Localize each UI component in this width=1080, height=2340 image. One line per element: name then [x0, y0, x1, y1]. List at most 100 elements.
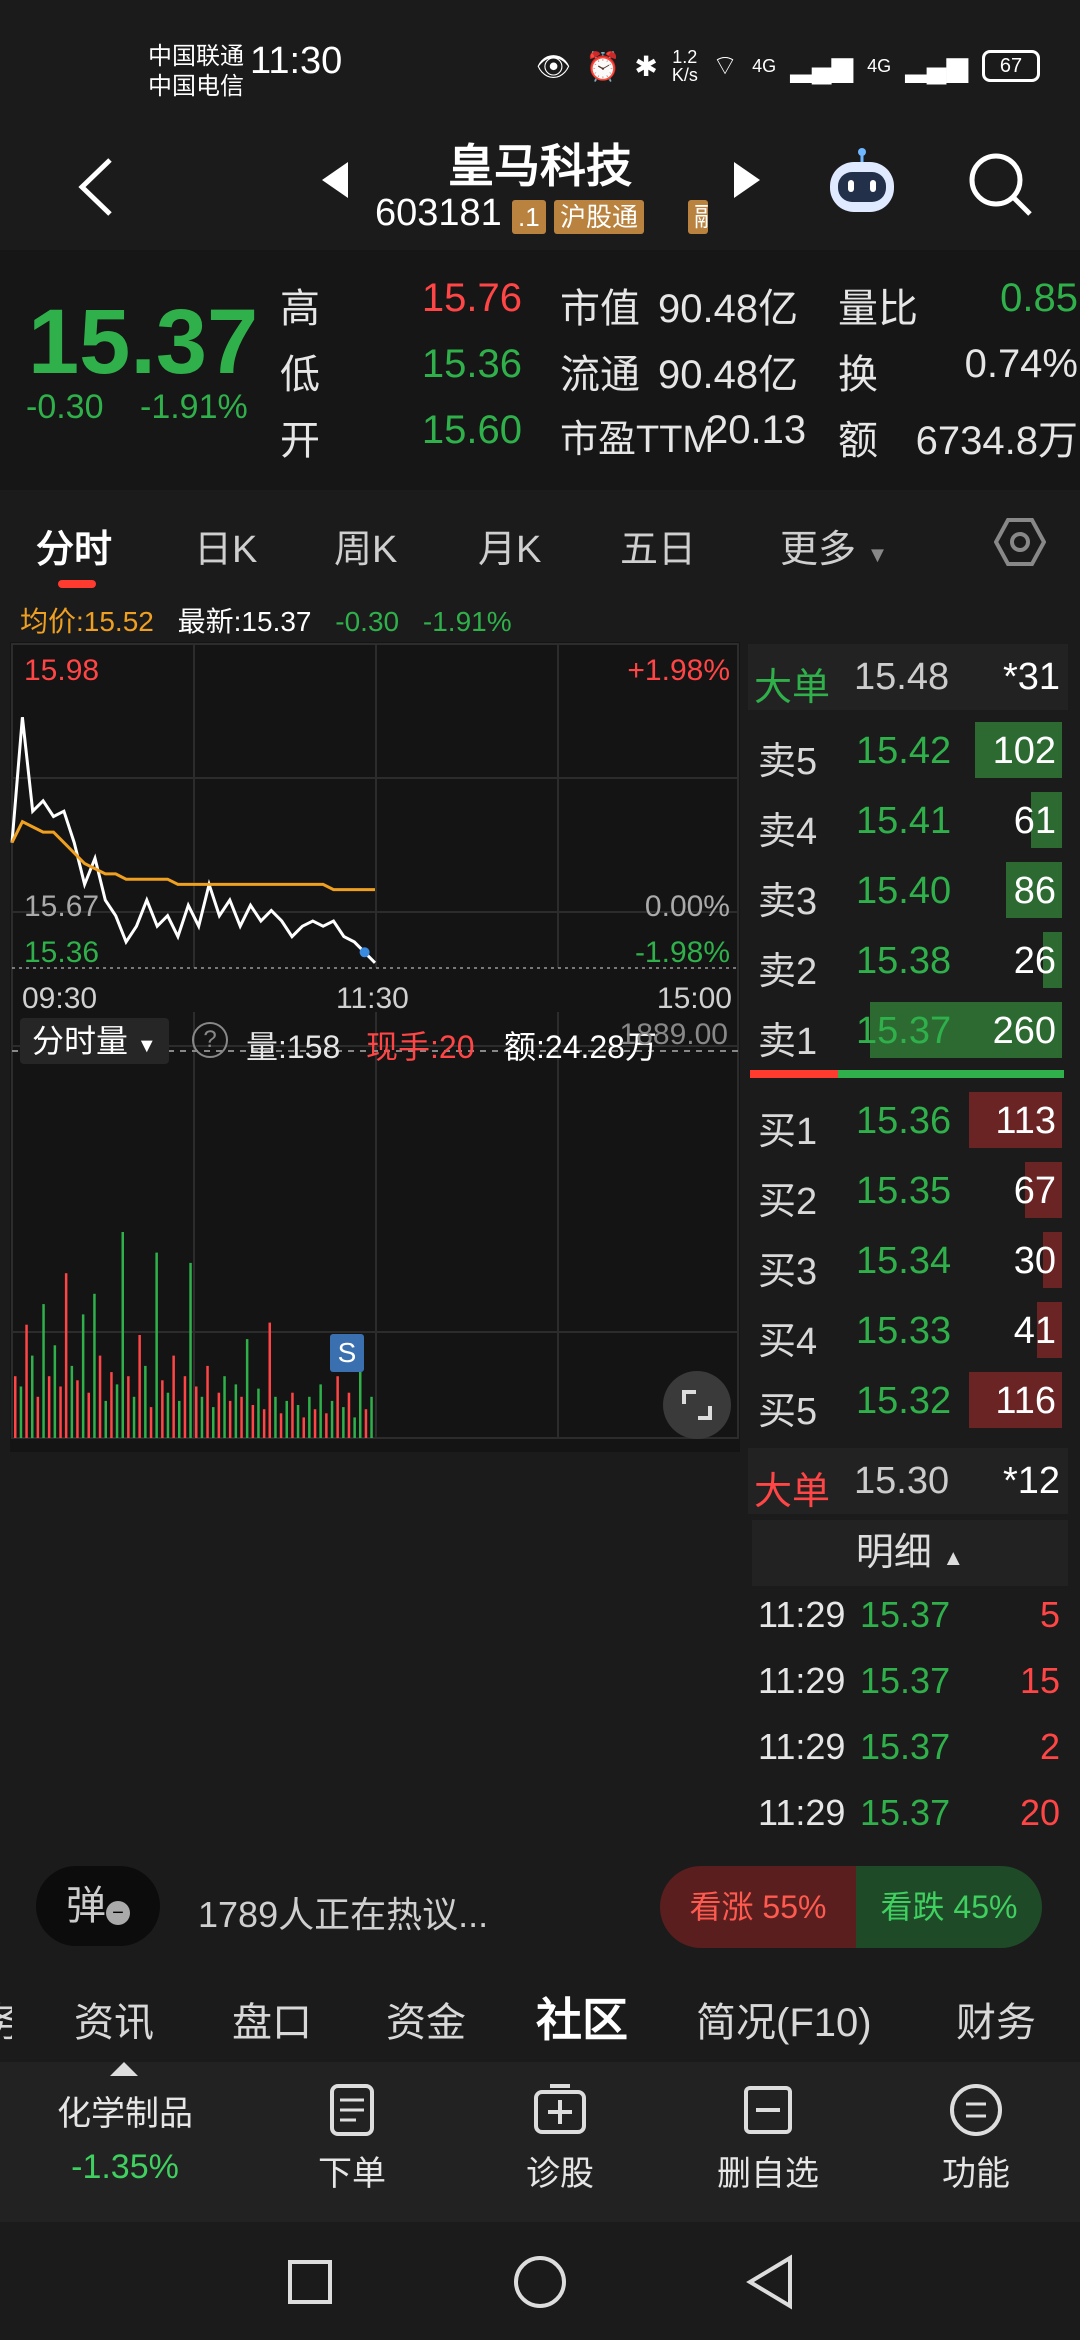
- ask-price: 15.40: [856, 870, 952, 912]
- volume-bar: [228, 1400, 232, 1438]
- ask-price: 15.42: [856, 730, 952, 772]
- volume-bar: [36, 1396, 40, 1438]
- trade-detail-row: 11:29 15.37 20: [752, 1784, 1068, 1850]
- signal-a-label: 4G: [752, 56, 777, 76]
- tab-intraday[interactable]: 分时: [36, 529, 113, 571]
- ask-row[interactable]: 卖5 15.42 102: [752, 716, 1062, 786]
- bid-qty: 116: [995, 1380, 1056, 1422]
- back-nav-icon[interactable]: [744, 2254, 796, 2310]
- help-icon[interactable]: ?: [192, 1022, 228, 1058]
- back-icon[interactable]: [70, 152, 130, 222]
- bid-row[interactable]: 买3 15.34 30: [752, 1226, 1062, 1296]
- volume-bar: [217, 1392, 221, 1438]
- tab-daily-k[interactable]: 日K: [194, 529, 258, 571]
- bid-row[interactable]: 买2 15.35 67: [752, 1156, 1062, 1226]
- volume-bar: [285, 1400, 288, 1438]
- depth-bar: [1031, 792, 1062, 848]
- ask-label: 卖2: [758, 951, 818, 993]
- tab-more[interactable]: 更多 ▼: [780, 529, 889, 571]
- section-finance[interactable]: 财务: [956, 2001, 1036, 2045]
- volume-selector[interactable]: 分时量 ▼: [20, 1018, 169, 1064]
- status-icons: 👁 ⏰ ✱ 1.2 K/s ⌔ 4G ▂▄▆ 4G ▂▄▆ 67: [536, 48, 1040, 84]
- diagnose-button[interactable]: 诊股: [490, 2082, 630, 2195]
- volume-bar: [115, 1384, 119, 1438]
- bid-row[interactable]: 买5 15.32 116: [752, 1366, 1062, 1436]
- fullscreen-icon[interactable]: [662, 1370, 732, 1440]
- sector-name[interactable]: 化学制品: [57, 2095, 193, 2133]
- ask-row[interactable]: 卖2 15.38 26: [752, 926, 1062, 996]
- bid-label: 买2: [758, 1181, 818, 1223]
- tab-monthly-k[interactable]: 月K: [478, 529, 542, 571]
- volume-bar: [240, 1396, 243, 1438]
- last-price: 15.37: [28, 291, 259, 393]
- bid-price: 15.36: [856, 1100, 952, 1142]
- home-icon[interactable]: [512, 2254, 568, 2310]
- bid-price: 15.33: [856, 1310, 952, 1352]
- settings-icon[interactable]: [994, 516, 1046, 568]
- order-button[interactable]: 下单: [282, 2082, 422, 2195]
- signal-a-icon: ▂▄▆: [790, 50, 854, 82]
- ask-label: 卖5: [758, 741, 818, 783]
- volume-bar: [308, 1396, 311, 1438]
- volume-bar: [132, 1396, 136, 1438]
- volume-bar: [330, 1400, 334, 1438]
- recent-apps-icon[interactable]: [286, 2258, 334, 2306]
- bid-row[interactable]: 买1 15.36 113: [752, 1086, 1062, 1156]
- volume-bar: [251, 1405, 255, 1438]
- carrier-1: 中国联通: [148, 43, 244, 70]
- dropdown-icon: ▼: [136, 1035, 157, 1057]
- sell-signal-marker[interactable]: S: [330, 1334, 364, 1372]
- avg-price-line: [10, 819, 375, 892]
- intraday-chart[interactable]: 15.98 +1.98% 15.67 0.00% 15.36 -1.98% S …: [10, 642, 740, 1452]
- bid-row[interactable]: 买4 15.33 41: [752, 1296, 1062, 1366]
- volume-bar: [19, 1386, 23, 1438]
- section-handicap[interactable]: 盘口: [232, 2001, 312, 2045]
- low-label: 低: [280, 353, 320, 397]
- bid-label: 买4: [758, 1321, 818, 1363]
- latest-change: -0.30: [335, 606, 400, 637]
- pct-mid-label: 0.00%: [644, 890, 730, 923]
- prev-stock-icon[interactable]: [322, 162, 348, 198]
- volume-bar: [138, 1335, 141, 1438]
- bullish-vote-button[interactable]: 看涨 55%: [660, 1866, 856, 1948]
- volume-bar: [59, 1386, 62, 1438]
- sort-up-icon: ▲: [942, 1545, 965, 1570]
- system-nav-bar: [0, 2222, 1080, 2340]
- bid-qty: 30: [1013, 1240, 1056, 1282]
- volume-bar: [325, 1413, 328, 1438]
- detail-price: 15.37: [860, 1726, 951, 1767]
- remove-watchlist-button[interactable]: 删自选: [698, 2082, 838, 2195]
- volume-bar: [279, 1413, 283, 1438]
- order-icon: [330, 2084, 374, 2136]
- discussion-count[interactable]: 1789人正在热议...: [198, 1894, 489, 1935]
- tab-five-day[interactable]: 五日: [620, 529, 697, 571]
- section-funds[interactable]: 资金: [386, 2001, 466, 2045]
- ask-row[interactable]: 卖4 15.41 61: [752, 786, 1062, 856]
- tab-weekly-k[interactable]: 周K: [334, 529, 398, 571]
- ask-row[interactable]: 卖3 15.40 86: [752, 856, 1062, 926]
- volume-bar: [313, 1409, 317, 1438]
- float-cap-value: 90.48亿: [658, 353, 799, 397]
- section-community[interactable]: 社区: [536, 1994, 628, 2046]
- robot-assistant-icon[interactable]: [822, 144, 902, 224]
- signal-b-icon: ▂▄▆: [905, 50, 968, 82]
- section-news[interactable]: 资讯: [74, 2001, 154, 2045]
- search-icon[interactable]: [960, 144, 1040, 224]
- next-stock-icon[interactable]: [734, 162, 760, 198]
- detail-header[interactable]: 明细 ▲: [752, 1520, 1068, 1586]
- function-button[interactable]: 功能: [906, 2082, 1046, 2195]
- detail-time: 11:29: [758, 1792, 846, 1833]
- section-f10[interactable]: 简况(F10): [696, 2001, 872, 2045]
- minus-icon: −: [106, 1901, 130, 1925]
- section-service[interactable]: 务: [0, 1990, 12, 2048]
- danmu-toggle[interactable]: 弹 −: [36, 1866, 160, 1946]
- ask-qty: 102: [992, 730, 1056, 772]
- bid-price: 15.35: [856, 1170, 952, 1212]
- ask-row[interactable]: 卖1 15.37 260: [752, 996, 1062, 1066]
- volume-amount: 量:158: [246, 1029, 341, 1065]
- volume-bar: [212, 1407, 215, 1438]
- bearish-vote-button[interactable]: 看跌 45%: [856, 1866, 1042, 1948]
- open-value: 15.60: [421, 408, 522, 452]
- depth-bar: [1025, 1162, 1062, 1218]
- volume-bar: [70, 1365, 74, 1438]
